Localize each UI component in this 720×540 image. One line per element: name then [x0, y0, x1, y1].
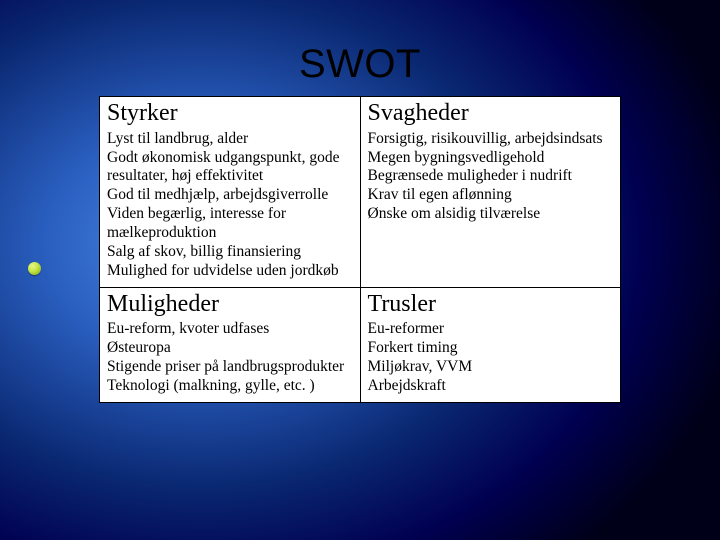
body-strengths: Lyst til landbrug, alderGodt økonomisk u… — [107, 130, 353, 281]
heading-strengths: Styrker — [107, 100, 353, 128]
heading-opportunities: Muligheder — [107, 291, 353, 319]
slide-title: SWOT — [0, 42, 720, 87]
cell-strengths: Styrker Lyst til landbrug, alderGodt øko… — [100, 97, 361, 288]
body-opportunities: Eu-reform, kvoter udfasesØsteuropaStigen… — [107, 320, 353, 396]
slide-bullet — [28, 262, 41, 275]
cell-weaknesses: Svagheder Forsigtig, risikouvillig, arbe… — [360, 97, 621, 288]
body-weaknesses: Forsigtig, risikouvillig, arbejdsindsats… — [368, 130, 614, 225]
cell-threats: Trusler Eu-reformerForkert timingMiljøkr… — [360, 287, 621, 402]
body-threats: Eu-reformerForkert timingMiljøkrav, VVMA… — [368, 320, 614, 396]
cell-opportunities: Muligheder Eu-reform, kvoter udfasesØste… — [100, 287, 361, 402]
heading-threats: Trusler — [368, 291, 614, 319]
heading-weaknesses: Svagheder — [368, 100, 614, 128]
swot-table: Styrker Lyst til landbrug, alderGodt øko… — [99, 96, 621, 403]
